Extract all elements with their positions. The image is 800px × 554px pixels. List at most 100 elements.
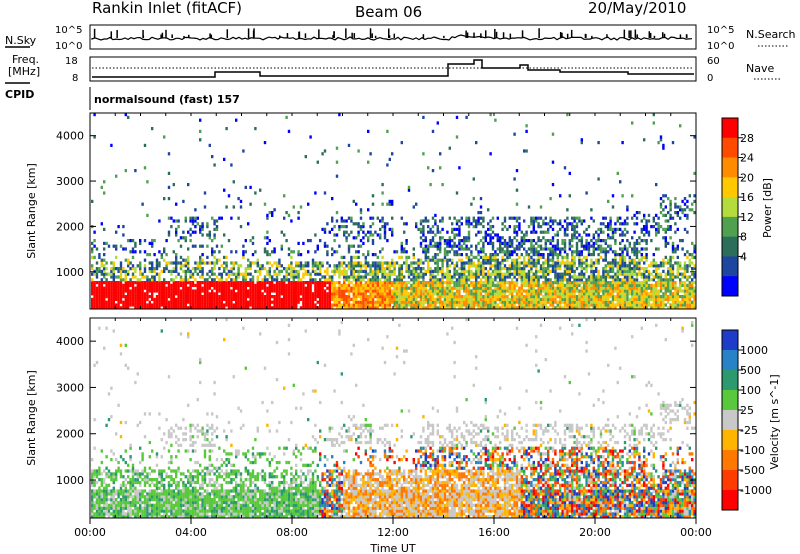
- data-cell: [619, 255, 622, 259]
- data-cell: [134, 269, 137, 273]
- data-cell: [160, 281, 163, 285]
- data-cell: [451, 286, 454, 290]
- data-cell: [559, 275, 562, 279]
- data-cell: [103, 292, 106, 296]
- data-cell: [244, 272, 247, 276]
- data-cell: [573, 258, 576, 262]
- data-cell: [511, 292, 514, 296]
- data-cell: [647, 303, 651, 307]
- data-cell: [669, 283, 672, 287]
- data-cell: [297, 286, 300, 290]
- data-cell: [357, 295, 360, 299]
- data-cell: [381, 300, 384, 304]
- data-cell: [628, 267, 631, 271]
- data-cell: [170, 278, 173, 282]
- data-cell: [107, 244, 111, 248]
- data-cell: [580, 236, 583, 240]
- data-cell: [179, 292, 183, 296]
- data-cell: [643, 138, 646, 142]
- data-cell: [638, 292, 641, 296]
- data-cell: [196, 295, 199, 299]
- data-cell: [393, 261, 396, 265]
- data-cell: [542, 230, 545, 234]
- data-cell: [640, 286, 643, 290]
- data-cell: [412, 255, 415, 259]
- data-cell: [674, 289, 677, 293]
- data-cell: [225, 292, 228, 296]
- cpid-value: normalsound (fast) 157: [94, 93, 240, 106]
- data-cell: [359, 269, 363, 273]
- data-cell: [383, 297, 387, 301]
- data-cell: [515, 230, 519, 234]
- data-cell: [515, 306, 519, 310]
- data-cell: [568, 267, 571, 271]
- data-cell: [585, 258, 588, 262]
- data-cell: [398, 272, 401, 276]
- data-cell: [633, 267, 636, 271]
- data-cell: [280, 264, 283, 268]
- data-cell: [424, 253, 427, 257]
- data-cell: [338, 225, 341, 229]
- data-cell: [203, 303, 207, 307]
- data-cell: [568, 261, 571, 265]
- data-cell: [527, 261, 531, 265]
- data-cell: [160, 300, 163, 304]
- data-cell: [249, 239, 252, 243]
- data-cell: [470, 292, 473, 296]
- data-cell: [679, 264, 682, 268]
- data-cell: [659, 272, 663, 276]
- data-cell: [326, 250, 329, 254]
- data-cell: [635, 261, 639, 265]
- data-cell: [292, 267, 295, 271]
- data-cell: [561, 261, 564, 265]
- data-cell: [597, 275, 600, 279]
- data-cell: [352, 264, 355, 268]
- data-cell: [170, 300, 173, 304]
- data-cell: [172, 278, 175, 282]
- data-cell: [419, 222, 423, 226]
- data-cell: [616, 227, 619, 231]
- data-cell: [103, 289, 106, 293]
- data-cell: [376, 303, 379, 307]
- data-cell: [431, 244, 435, 248]
- data-cell: [561, 258, 564, 262]
- data-cell: [268, 297, 271, 301]
- data-cell: [566, 267, 569, 271]
- data-cell: [388, 306, 391, 310]
- data-cell: [235, 118, 238, 122]
- data-cell: [191, 292, 195, 296]
- data-cell: [206, 306, 209, 310]
- data-cell: [566, 227, 569, 231]
- data-cell: [537, 303, 540, 307]
- data-cell: [395, 306, 399, 310]
- data-cell: [467, 303, 471, 307]
- data-cell: [643, 227, 646, 231]
- data-cell: [475, 286, 478, 290]
- data-cell: [369, 286, 372, 290]
- data-cell: [683, 297, 687, 301]
- data-cell: [203, 297, 207, 301]
- data-cell: [247, 222, 250, 226]
- data-cell: [628, 272, 631, 276]
- data-cell: [266, 306, 269, 310]
- data-cell: [263, 267, 267, 271]
- data-cell: [655, 297, 658, 301]
- data-cell: [158, 300, 161, 304]
- data-cell: [424, 292, 427, 296]
- data-cell: [559, 281, 562, 285]
- data-cell: [278, 306, 281, 310]
- data-cell: [515, 225, 519, 229]
- data-cell: [146, 253, 149, 257]
- data-cell: [503, 303, 507, 307]
- data-cell: [482, 300, 485, 304]
- data-cell: [347, 261, 351, 265]
- data-cell: [127, 300, 130, 304]
- data-cell: [379, 264, 382, 268]
- data-cell: [592, 295, 595, 299]
- data-cell: [659, 205, 663, 209]
- data-cell: [201, 244, 204, 248]
- data-cell: [331, 292, 334, 296]
- data-cell: [175, 219, 178, 223]
- data-cell: [263, 306, 267, 310]
- data-cell: [417, 283, 420, 287]
